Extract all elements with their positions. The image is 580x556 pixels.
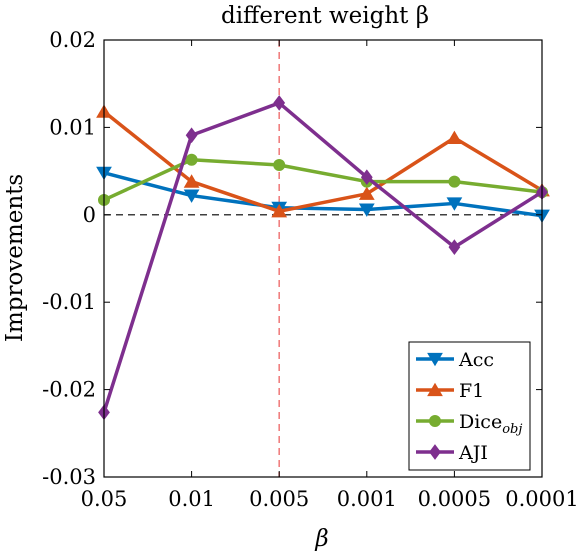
- y-tick-label: -0.02: [42, 378, 96, 402]
- data-point-f1: [183, 174, 200, 188]
- legend-label-aji: AJI: [458, 442, 488, 464]
- data-point-acc: [358, 203, 375, 217]
- y-tick-label: -0.01: [42, 290, 96, 314]
- series-line-aji: [102, 101, 543, 413]
- legend-label-f1: F1: [459, 380, 484, 402]
- x-tick-label: 0.05: [81, 487, 128, 511]
- plot-area: [96, 39, 550, 478]
- legend-marker-aji: [429, 444, 441, 460]
- data-point-aji: [360, 169, 373, 186]
- legend-box: [408, 341, 531, 471]
- legend-marker-dice: [429, 415, 441, 427]
- data-point-aji: [273, 95, 286, 111]
- x-axis-title: β: [314, 526, 328, 552]
- x-tick-label: 0.0001: [505, 487, 578, 511]
- series-aji: [98, 95, 548, 421]
- y-tick-label: 0.02: [49, 28, 96, 52]
- data-point-dice: [185, 153, 198, 166]
- y-tick-label: 0.01: [49, 115, 96, 139]
- y-tick-label: -0.03: [42, 465, 96, 489]
- y-tick-label: 0: [83, 203, 96, 227]
- series-line-acc: [103, 171, 543, 218]
- series-line-dice: [103, 157, 543, 202]
- data-point-f1: [446, 130, 463, 144]
- axis-ticks: -0.03 -0.02 -0.01 0 0.01 0.02 0.05 0.01 0.005 0.0…: [42, 28, 579, 511]
- legend-marker-f1: [427, 382, 443, 397]
- y-axis-title: Improvements: [2, 174, 28, 342]
- x-tick-label: 0.001: [337, 487, 397, 511]
- legend-label-acc: Acc: [458, 349, 494, 371]
- data-point-acc: [183, 189, 200, 203]
- series-acc: [96, 166, 550, 223]
- chart-title: different weight β: [221, 3, 429, 29]
- data-point-aji: [185, 127, 198, 144]
- data-point-aji: [448, 239, 461, 255]
- legend-marker-acc: [427, 352, 443, 367]
- legend-label-subscript: obj: [502, 422, 522, 437]
- x-tick-label: 0.0005: [418, 487, 491, 511]
- x-tick-label: 0.005: [249, 487, 309, 511]
- x-tick-label: 0.01: [168, 487, 215, 511]
- data-point-f1: [358, 186, 375, 200]
- series-line-f1: [102, 110, 543, 214]
- data-point-dice: [448, 175, 461, 188]
- data-point-f1: [271, 204, 288, 218]
- data-point-dice: [273, 158, 286, 171]
- series-f1: [96, 104, 550, 218]
- data-point-acc: [446, 197, 463, 211]
- axes-box: [103, 39, 543, 478]
